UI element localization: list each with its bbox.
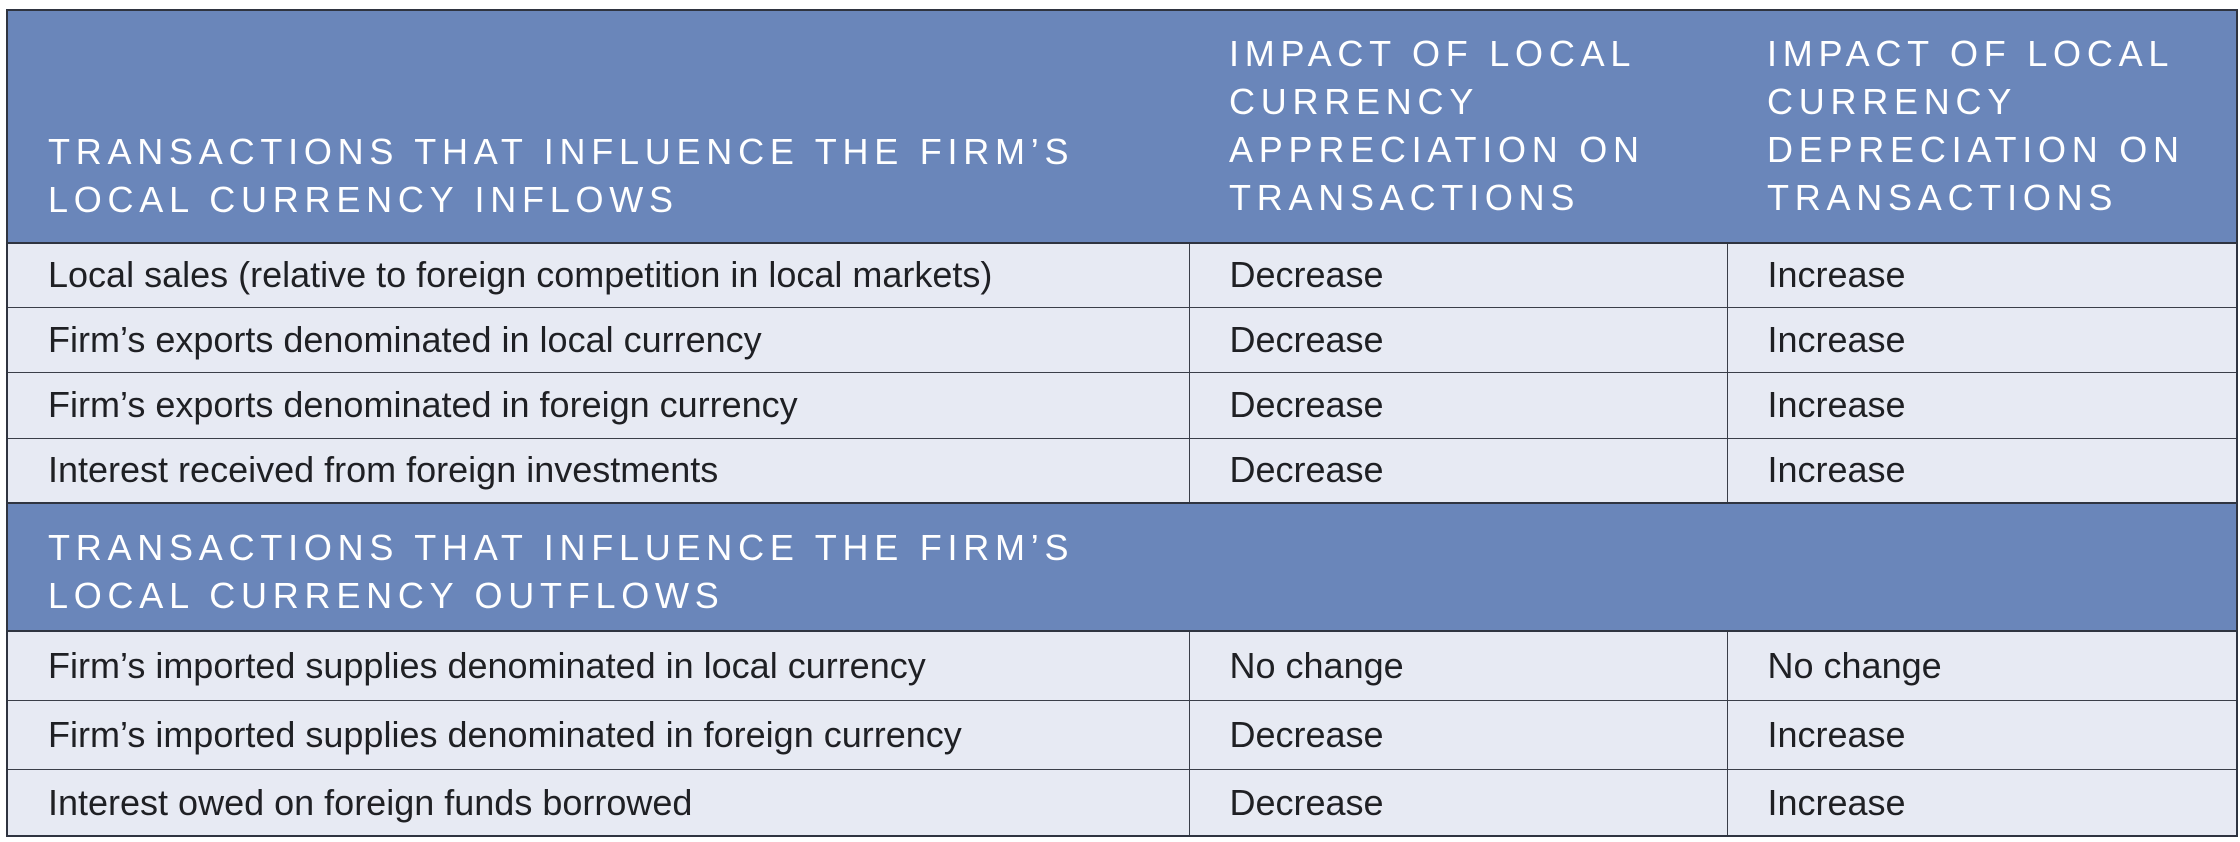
outflows-heading: Transactions that influence the firm’s l…	[48, 527, 1075, 617]
transaction-cell: Firm’s exports denominated in local curr…	[8, 307, 1189, 373]
appreciation-cell: Decrease	[1188, 769, 1727, 835]
section-header-row: Transactions that influence the firm’s l…	[8, 502, 2236, 632]
header-row: Transactions that influence the firm’s l…	[8, 11, 2236, 243]
table-row: Firm’s imported supplies denominated in …	[8, 700, 2236, 770]
currency-impact-table: Transactions that influence the firm’s l…	[6, 9, 2238, 837]
table-row: Interest owed on foreign funds borrowed …	[8, 769, 2236, 835]
transaction-cell: Firm’s exports denominated in foreign cu…	[8, 372, 1189, 439]
header-appreciation-impact: Impact of local currency appreciation on…	[1189, 11, 1727, 243]
table-row: Interest received from foreign investmen…	[8, 437, 2236, 504]
header-outflows-transactions: Transactions that influence the firm’s l…	[8, 502, 2236, 632]
header-depreciation-impact: Impact of local currency depreciation on…	[1727, 11, 2236, 243]
header-inflows-transactions: Transactions that influence the firm’s l…	[8, 11, 1189, 243]
appreciation-cell: Decrease	[1188, 700, 1727, 770]
depreciation-cell: Increase	[1726, 700, 2236, 770]
table: Transactions that influence the firm’s l…	[8, 11, 2236, 835]
depreciation-cell: Increase	[1726, 372, 2236, 439]
depreciation-cell: Increase	[1726, 437, 2236, 504]
table-row: Local sales (relative to foreign competi…	[8, 241, 2236, 308]
transaction-cell: Firm’s imported supplies denominated in …	[8, 630, 1189, 701]
depreciation-cell: Increase	[1726, 307, 2236, 373]
appreciation-cell: Decrease	[1188, 372, 1727, 439]
transaction-cell: Interest received from foreign investmen…	[8, 437, 1189, 504]
depreciation-cell: Increase	[1726, 769, 2236, 835]
appreciation-cell: Decrease	[1188, 241, 1727, 308]
table-row: Firm’s exports denominated in local curr…	[8, 307, 2236, 373]
transaction-cell: Local sales (relative to foreign competi…	[8, 241, 1189, 308]
appreciation-cell: Decrease	[1188, 307, 1727, 373]
depreciation-cell: No change	[1726, 630, 2236, 701]
appreciation-cell: No change	[1188, 630, 1727, 701]
depreciation-cell: Increase	[1726, 241, 2236, 308]
appreciation-cell: Decrease	[1188, 437, 1727, 504]
transaction-cell: Interest owed on foreign funds borrowed	[8, 769, 1189, 835]
table-row: Firm’s exports denominated in foreign cu…	[8, 372, 2236, 439]
transaction-cell: Firm’s imported supplies denominated in …	[8, 700, 1189, 770]
table-row: Firm’s imported supplies denominated in …	[8, 630, 2236, 701]
